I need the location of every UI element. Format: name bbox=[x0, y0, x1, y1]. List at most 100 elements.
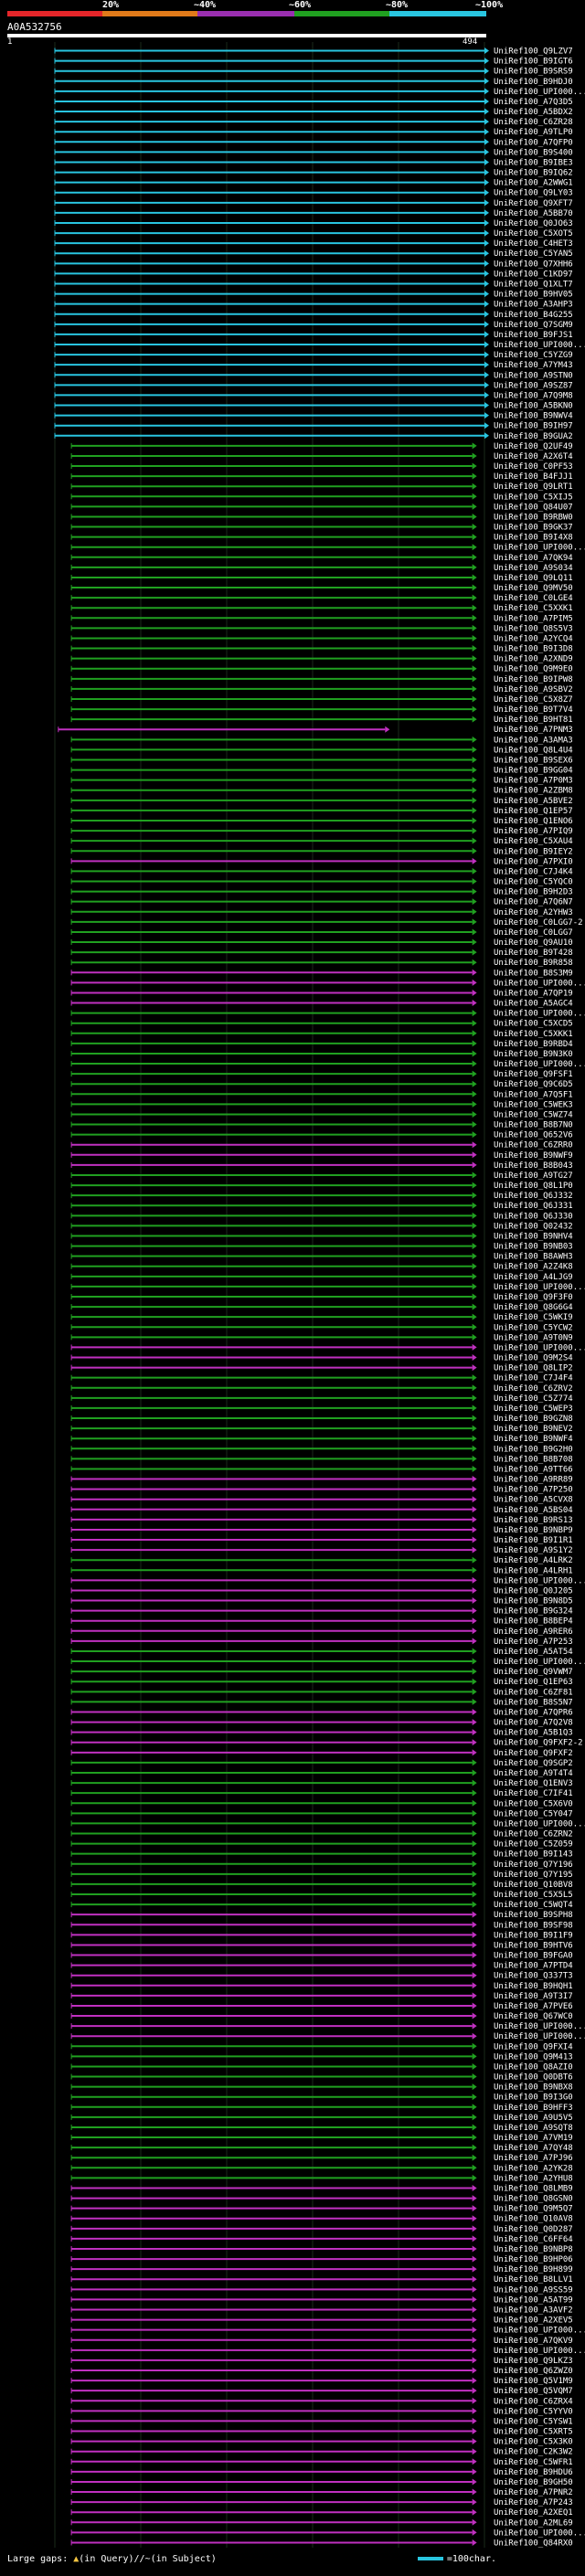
hit-row[interactable]: UniRef100_A2YHU8 bbox=[70, 2174, 573, 2183]
hit-row[interactable]: UniRef100_Q6J330 bbox=[70, 1212, 573, 1221]
hit-label[interactable]: UniRef100_Q9LKZ3 bbox=[494, 2357, 573, 2366]
hit-row[interactable]: UniRef100_UPI000... bbox=[70, 2347, 585, 2356]
hit-label[interactable]: UniRef100_B9NEV2 bbox=[494, 1425, 573, 1434]
hit-row[interactable]: UniRef100_A2YCQ4 bbox=[70, 634, 573, 643]
hit-label[interactable]: UniRef100_A7PNR2 bbox=[494, 2488, 573, 2497]
hit-label[interactable]: UniRef100_C1KD97 bbox=[494, 270, 573, 279]
hit-label[interactable]: UniRef100_B9RBD4 bbox=[494, 1040, 573, 1049]
hit-label[interactable]: UniRef100_A9T3I7 bbox=[494, 1992, 573, 2001]
hit-label[interactable]: UniRef100_A7Q5F1 bbox=[494, 1090, 573, 1099]
hit-row[interactable]: UniRef100_A9TG27 bbox=[70, 1171, 573, 1181]
hit-row[interactable]: UniRef100_C5XKK1 bbox=[70, 1030, 573, 1039]
hit-label[interactable]: UniRef100_B9NWV4 bbox=[494, 412, 573, 421]
hit-label[interactable]: UniRef100_Q9FXF2-2 bbox=[494, 1739, 583, 1748]
hit-label[interactable]: UniRef100_A2XEQ1 bbox=[494, 2508, 573, 2518]
hit-row[interactable]: UniRef100_UPI000... bbox=[70, 544, 585, 553]
hit-label[interactable]: UniRef100_A9U5V5 bbox=[494, 2114, 573, 2123]
hit-row[interactable]: UniRef100_C5XCD5 bbox=[70, 1020, 573, 1029]
hit-row[interactable]: UniRef100_B9RBW0 bbox=[70, 513, 573, 522]
hit-row[interactable]: UniRef100_C5Y047 bbox=[70, 1809, 573, 1818]
hit-row[interactable]: UniRef100_A7PIM5 bbox=[70, 614, 573, 623]
hit-label[interactable]: UniRef100_UPI000... bbox=[494, 2327, 585, 2336]
hit-row[interactable]: UniRef100_Q5VQM7 bbox=[70, 2387, 573, 2396]
hit-label[interactable]: UniRef100_A5BKN0 bbox=[494, 402, 573, 411]
hit-row[interactable]: UniRef100_B9GUA2 bbox=[54, 432, 573, 441]
hit-row[interactable]: UniRef100_B9SF98 bbox=[70, 1921, 573, 1930]
hit-row[interactable]: UniRef100_B9G324 bbox=[70, 1607, 573, 1617]
hit-row[interactable]: UniRef100_C5WKI9 bbox=[70, 1313, 573, 1322]
hit-row[interactable]: UniRef100_Q9M2S4 bbox=[70, 1354, 573, 1363]
hit-row[interactable]: UniRef100_C5X5L5 bbox=[70, 1891, 573, 1900]
hit-label[interactable]: UniRef100_B8AWH3 bbox=[494, 1253, 573, 1262]
hit-row[interactable]: UniRef100_Q9AU10 bbox=[70, 938, 573, 948]
hit-row[interactable]: UniRef100_C5XIJ5 bbox=[70, 493, 573, 502]
hit-label[interactable]: UniRef100_C5WKI9 bbox=[494, 1313, 573, 1322]
hit-label[interactable]: UniRef100_B4FJJ1 bbox=[494, 472, 573, 482]
hit-row[interactable]: UniRef100_Q9M413 bbox=[70, 2052, 573, 2062]
hit-label[interactable]: UniRef100_A3AVF2 bbox=[494, 2306, 573, 2316]
hit-label[interactable]: UniRef100_B9HQH1 bbox=[494, 1982, 573, 1991]
hit-row[interactable]: UniRef100_A7PNM3 bbox=[58, 726, 573, 735]
hit-label[interactable]: UniRef100_B9IQ62 bbox=[494, 169, 573, 178]
hit-label[interactable]: UniRef100_Q10BV8 bbox=[494, 1881, 573, 1890]
hit-row[interactable]: UniRef100_Q9LRT1 bbox=[70, 482, 573, 492]
hit-row[interactable]: UniRef100_B8S5N7 bbox=[70, 1698, 573, 1707]
hit-label[interactable]: UniRef100_Q9MV50 bbox=[494, 584, 573, 593]
hit-row[interactable]: UniRef100_B9SEX6 bbox=[70, 756, 573, 765]
hit-label[interactable]: UniRef100_Q337T3 bbox=[494, 1972, 573, 1981]
hit-label[interactable]: UniRef100_B9RBW0 bbox=[494, 513, 573, 522]
hit-label[interactable]: UniRef100_Q0D287 bbox=[494, 2225, 573, 2234]
hit-row[interactable]: UniRef100_A5AT99 bbox=[70, 2295, 573, 2305]
hit-row[interactable]: UniRef100_A5AT54 bbox=[70, 1648, 573, 1657]
hit-label[interactable]: UniRef100_Q9M2S4 bbox=[494, 1354, 573, 1363]
hit-row[interactable]: UniRef100_B9NWV4 bbox=[54, 412, 573, 421]
hit-label[interactable]: UniRef100_B9I4X8 bbox=[494, 534, 573, 543]
hit-label[interactable]: UniRef100_C6ZRX4 bbox=[494, 2397, 573, 2406]
hit-label[interactable]: UniRef100_A2YK28 bbox=[494, 2164, 573, 2173]
hit-row[interactable]: UniRef100_A2XEV5 bbox=[70, 2316, 573, 2326]
hit-label[interactable]: UniRef100_C5YQC0 bbox=[494, 878, 573, 887]
hit-label[interactable]: UniRef100_C7J4K4 bbox=[494, 867, 573, 876]
hit-label[interactable]: UniRef100_Q9FSF1 bbox=[494, 1070, 573, 1079]
hit-row[interactable]: UniRef100_Q1XLT7 bbox=[54, 280, 573, 289]
hit-label[interactable]: UniRef100_A7QP19 bbox=[494, 989, 573, 998]
hit-label[interactable]: UniRef100_A9STN0 bbox=[494, 371, 573, 380]
hit-row[interactable]: UniRef100_B9IH97 bbox=[54, 422, 573, 431]
hit-row[interactable]: UniRef100_Q8LIP2 bbox=[70, 1364, 573, 1373]
hit-row[interactable]: UniRef100_A5AGC4 bbox=[70, 1000, 573, 1009]
hit-row[interactable]: UniRef100_C5XAU4 bbox=[70, 837, 573, 846]
hit-label[interactable]: UniRef100_A7PJ96 bbox=[494, 2154, 573, 2163]
hit-label[interactable]: UniRef100_A7QKV9 bbox=[494, 2337, 573, 2346]
hit-label[interactable]: UniRef100_C5XRT5 bbox=[494, 2428, 573, 2437]
hit-row[interactable]: UniRef100_UPI000... bbox=[70, 979, 585, 988]
hit-row[interactable]: UniRef100_B9HDU6 bbox=[70, 2468, 573, 2477]
hit-row[interactable]: UniRef100_UPI000... bbox=[54, 341, 585, 350]
hit-row[interactable]: UniRef100_C1KD97 bbox=[54, 270, 573, 279]
hit-row[interactable]: UniRef100_A2ML69 bbox=[70, 2518, 573, 2528]
hit-row[interactable]: UniRef100_Q9C6D5 bbox=[70, 1080, 573, 1089]
hit-label[interactable]: UniRef100_Q9LRT1 bbox=[494, 482, 573, 492]
hit-row[interactable]: UniRef100_C5Z059 bbox=[70, 1840, 573, 1850]
hit-row[interactable]: UniRef100_C0PF53 bbox=[70, 462, 573, 472]
hit-label[interactable]: UniRef100_Q8L1P0 bbox=[494, 1182, 573, 1191]
hit-row[interactable]: UniRef100_A7P0M3 bbox=[70, 777, 573, 786]
hit-label[interactable]: UniRef100_B9IEY2 bbox=[494, 847, 573, 856]
hit-label[interactable]: UniRef100_A7Q3D5 bbox=[494, 98, 573, 107]
hit-label[interactable]: UniRef100_A2YHU8 bbox=[494, 2174, 573, 2183]
hit-label[interactable]: UniRef100_B9NBP8 bbox=[494, 2245, 573, 2254]
hit-label[interactable]: UniRef100_B9NHV4 bbox=[494, 1232, 573, 1241]
hit-row[interactable]: UniRef100_Q67WC0 bbox=[70, 2012, 573, 2021]
hit-row[interactable]: UniRef100_A2XEQ1 bbox=[70, 2508, 573, 2518]
hit-label[interactable]: UniRef100_B9GK37 bbox=[494, 524, 573, 533]
hit-label[interactable]: UniRef100_Q0J205 bbox=[494, 1586, 573, 1595]
hit-row[interactable]: UniRef100_C7J4K4 bbox=[70, 867, 573, 876]
hit-row[interactable]: UniRef100_A9T4T4 bbox=[70, 1769, 573, 1778]
hit-label[interactable]: UniRef100_UPI000... bbox=[494, 88, 585, 97]
hit-row[interactable]: UniRef100_Q7SGM9 bbox=[54, 321, 573, 330]
hit-label[interactable]: UniRef100_B9R858 bbox=[494, 959, 573, 968]
hit-row[interactable]: UniRef100_C5XRT5 bbox=[70, 2428, 573, 2437]
hit-label[interactable]: UniRef100_Q6ZWZ0 bbox=[494, 2367, 573, 2376]
hit-label[interactable]: UniRef100_C5YZG9 bbox=[494, 351, 573, 360]
hit-label[interactable]: UniRef100_C5WEK3 bbox=[494, 1100, 573, 1109]
hit-row[interactable]: UniRef100_C5YZG9 bbox=[54, 351, 573, 360]
